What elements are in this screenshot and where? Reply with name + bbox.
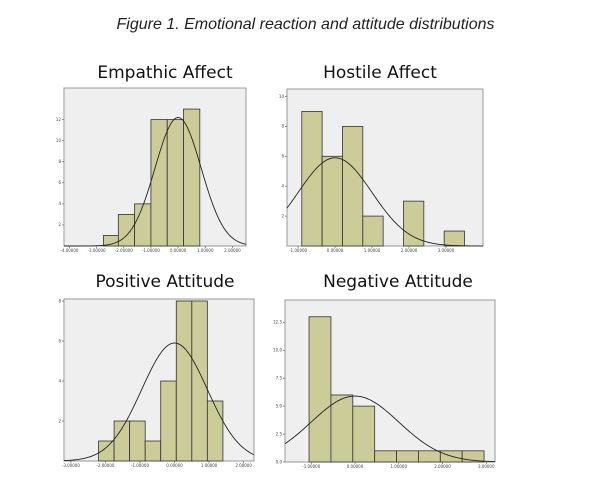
chart-title-hostile: Hostile Affect bbox=[323, 63, 437, 83]
histogram-bar bbox=[183, 108, 201, 247]
y-tick-label: 6 bbox=[58, 180, 61, 185]
histogram-bar bbox=[308, 316, 332, 463]
x-tick-label: 1.00000 bbox=[197, 248, 214, 253]
x-tick-label: 0.00000 bbox=[327, 248, 344, 253]
histogram-bar bbox=[461, 450, 485, 463]
x-tick-label: 0.00000 bbox=[170, 248, 187, 253]
y-tick-label: 8 bbox=[58, 298, 61, 303]
x-tick-label: -1.00000 bbox=[289, 248, 307, 253]
x-tick-label: -3.00000 bbox=[62, 463, 80, 468]
chart-title-empathic: Empathic Affect bbox=[97, 63, 233, 83]
x-tick-label: 3.00000 bbox=[438, 248, 455, 253]
histogram-bar bbox=[342, 125, 364, 247]
x-tick-label: -1.00000 bbox=[131, 463, 149, 468]
histogram-bar bbox=[396, 450, 419, 463]
y-tick-label: 2 bbox=[281, 213, 284, 218]
normal-curve bbox=[64, 117, 247, 247]
histogram-bar bbox=[403, 200, 425, 247]
y-tick-label: 10 bbox=[279, 94, 285, 99]
x-tick-label: -2.00000 bbox=[115, 248, 133, 253]
histogram-bar bbox=[191, 300, 208, 462]
figure-caption: Figure 1. Emotional reaction and attitud… bbox=[116, 16, 495, 33]
histogram-bar bbox=[418, 450, 441, 463]
x-tick-label: 1.00000 bbox=[390, 464, 407, 469]
histogram-bar bbox=[443, 230, 465, 247]
x-tick-label: 0.00000 bbox=[347, 464, 364, 469]
y-tick-label: 8 bbox=[281, 124, 284, 129]
normal-curve bbox=[286, 157, 483, 247]
chart-title-negative: Negative Attitude bbox=[323, 272, 473, 292]
y-tick-label: 12 bbox=[56, 117, 62, 122]
x-tick-label: -3.00000 bbox=[88, 248, 106, 253]
y-tick-label: 4 bbox=[281, 183, 284, 188]
x-tick-label: 1.00000 bbox=[201, 463, 218, 468]
y-tick-label: 7.5 bbox=[276, 376, 283, 381]
y-tick-label: 5.0 bbox=[276, 403, 283, 408]
y-tick-label: 0.0 bbox=[276, 459, 283, 464]
x-tick-label: 1.00000 bbox=[364, 248, 381, 253]
x-tick-label: 3.00000 bbox=[478, 464, 495, 469]
y-tick-label: 6 bbox=[281, 154, 284, 159]
histogram-bar bbox=[362, 215, 384, 247]
y-tick-label: 2 bbox=[58, 418, 61, 423]
y-tick-label: 8 bbox=[58, 159, 61, 164]
y-tick-label: 12.5 bbox=[273, 320, 282, 325]
x-tick-label: -2.00000 bbox=[96, 463, 114, 468]
y-tick-label: 10 bbox=[56, 138, 62, 143]
x-tick-label: -1.00000 bbox=[302, 464, 320, 469]
histogram-bar bbox=[352, 405, 376, 463]
x-tick-label: 2.00000 bbox=[224, 248, 241, 253]
normal-curve bbox=[63, 342, 255, 462]
x-tick-label: 0.00000 bbox=[166, 463, 183, 468]
y-tick-label: 2 bbox=[58, 222, 61, 227]
y-tick-label: 10.0 bbox=[273, 348, 282, 353]
x-tick-label: 2.00000 bbox=[401, 248, 418, 253]
normal-curve bbox=[284, 395, 496, 463]
histogram-bar bbox=[330, 394, 354, 463]
y-tick-label: 2.5 bbox=[276, 431, 283, 436]
y-tick-label: 6 bbox=[58, 338, 61, 343]
x-tick-label: 2.00000 bbox=[434, 464, 451, 469]
x-tick-label: 2.00000 bbox=[235, 463, 252, 468]
x-tick-label: -1.00000 bbox=[142, 248, 160, 253]
x-tick-label: -4.00000 bbox=[60, 248, 78, 253]
histogram-bar bbox=[374, 450, 397, 463]
histogram-bar bbox=[206, 400, 224, 462]
chart-title-positive: Positive Attitude bbox=[95, 272, 235, 292]
y-tick-label: 4 bbox=[58, 378, 61, 383]
y-tick-label: 4 bbox=[58, 201, 61, 206]
